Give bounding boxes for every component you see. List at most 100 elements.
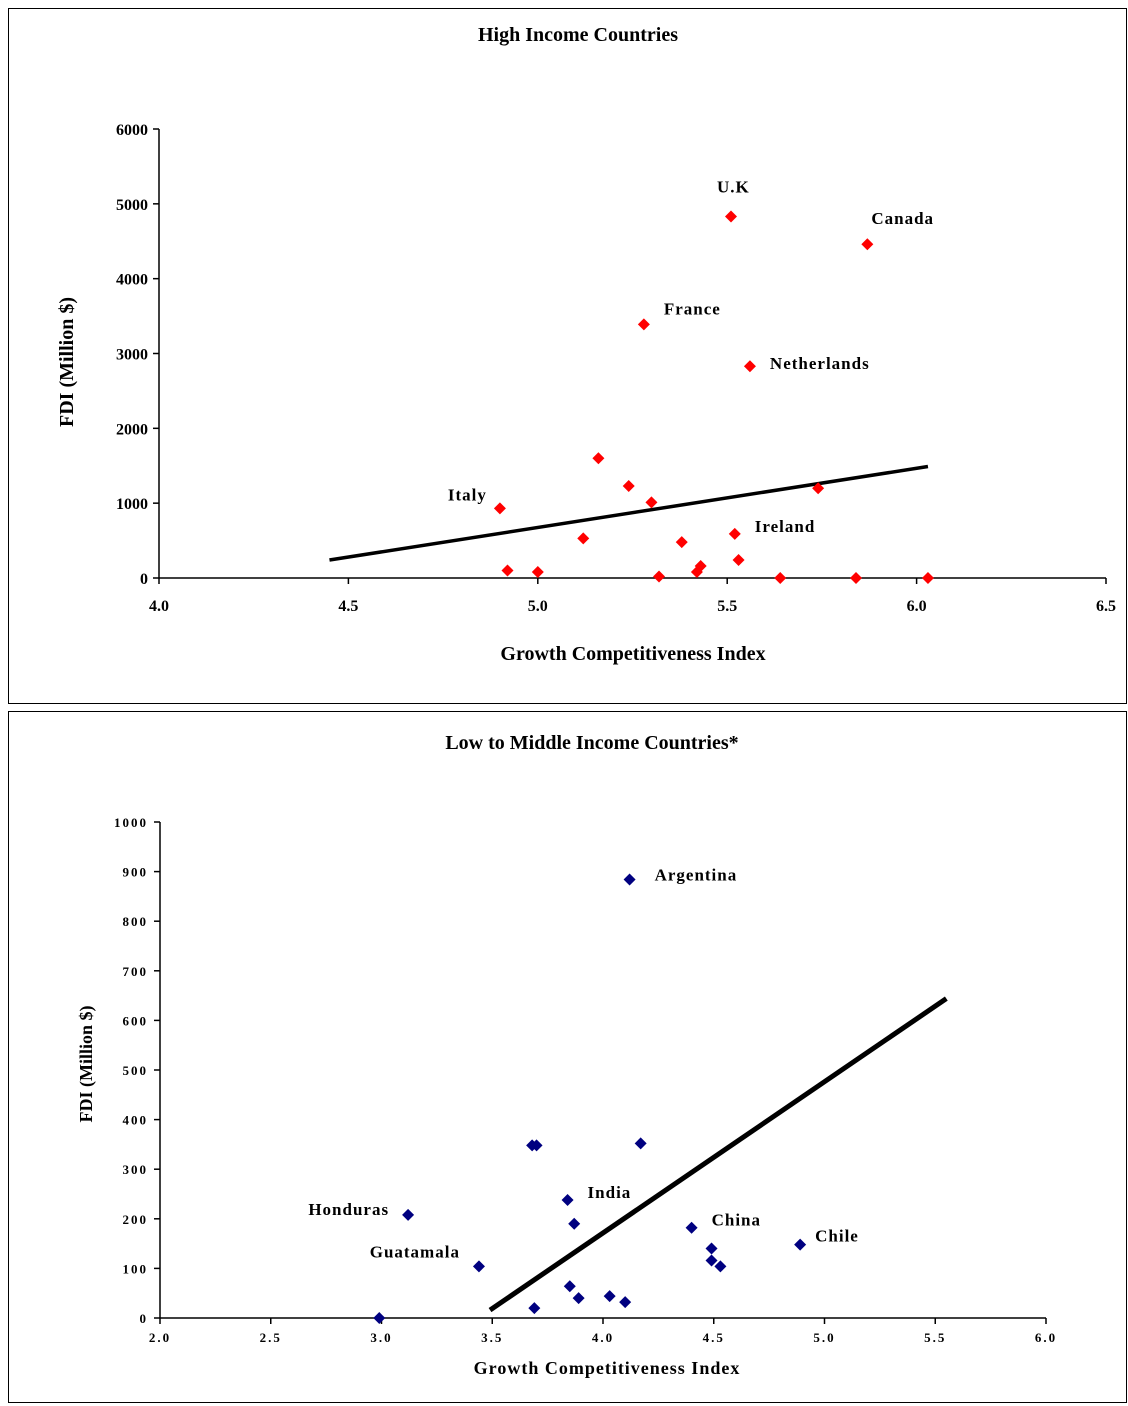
data-point — [623, 873, 636, 886]
y-tick-label: 400 — [123, 1113, 149, 1128]
data-point — [530, 1139, 543, 1152]
data-point — [493, 502, 506, 515]
x-tick-label: 5.0 — [528, 598, 548, 615]
y-tick-label: 1000 — [116, 496, 148, 513]
data-point — [472, 1260, 485, 1273]
data-point — [861, 238, 874, 251]
x-tick-label: 6.0 — [907, 598, 927, 615]
x-tick-label: 4.0 — [149, 598, 169, 615]
x-tick-label: 6.0 — [1035, 1330, 1057, 1345]
data-point — [528, 1302, 541, 1315]
point-label: Guatamala — [370, 1242, 460, 1261]
data-point — [705, 1254, 718, 1267]
data-point — [572, 1292, 585, 1305]
axes: 0 100 200 300 400 500 600 700 800 900 1000 2.0 2.5 3.… — [114, 815, 1057, 1345]
point-label: U.K — [717, 178, 750, 197]
x-tick-label: 5.5 — [924, 1330, 946, 1345]
high-income-chart-panel: High Income Countries Growth Competitive… — [8, 8, 1127, 704]
y-tick-label: 100 — [123, 1261, 149, 1276]
y-axis-title: FDI (Million $) — [56, 297, 78, 427]
x-axis-title: Growth Competitiveness Index — [500, 643, 765, 665]
x-tick-label: 2.5 — [260, 1330, 282, 1345]
data-point — [653, 570, 666, 583]
point-label: Netherlands — [770, 354, 870, 373]
data-point — [743, 360, 756, 373]
data-point — [812, 482, 825, 495]
y-tick-label: 4000 — [116, 272, 148, 289]
y-axis-title: FDI (Million $) — [76, 1006, 97, 1123]
point-label: Argentina — [655, 866, 738, 885]
data-point — [592, 452, 605, 465]
data-point — [634, 1137, 647, 1150]
data-point — [774, 572, 787, 584]
x-tick-label: 6.5 — [1096, 598, 1116, 615]
y-tick-label: 300 — [123, 1162, 149, 1177]
low-middle-income-chart-panel: Low to Middle Income Countries* Growth C… — [8, 711, 1127, 1403]
data-point — [603, 1290, 616, 1303]
trendline-group — [329, 464, 929, 562]
data-point — [637, 318, 650, 331]
x-tick-label: 5.0 — [813, 1330, 835, 1345]
x-tick-label: 3.0 — [370, 1330, 392, 1345]
trendline-group — [488, 996, 948, 1313]
chart-title: High Income Countries — [478, 24, 678, 46]
y-tick-label: 700 — [123, 964, 149, 979]
data-point — [622, 479, 635, 492]
y-tick-label: 500 — [123, 1063, 149, 1078]
y-tick-label: 6000 — [116, 122, 148, 139]
y-tick-label: 2000 — [116, 421, 148, 438]
data-point — [402, 1208, 415, 1221]
point-label: France — [664, 299, 721, 318]
y-tick-label: 0 — [140, 1311, 149, 1326]
data-point — [531, 566, 544, 579]
y-tick-label: 0 — [140, 571, 148, 588]
data-point — [714, 1260, 727, 1273]
x-axis-title: Growth Competitiveness Index — [474, 1358, 741, 1378]
data-point — [685, 1221, 698, 1234]
point-label: Honduras — [308, 1200, 389, 1219]
x-tick-label: 5.5 — [717, 598, 737, 615]
trendline — [488, 996, 948, 1313]
y-tick-label: 800 — [123, 914, 149, 929]
data-point — [577, 532, 590, 545]
point-label: Chile — [815, 1227, 859, 1246]
axes: 0 1000 2000 3000 4000 5000 6000 4.0 4.5 5.0 5.5 6.0… — [116, 122, 1116, 615]
y-tick-label: 900 — [123, 865, 149, 880]
low-middle-income-scatter-chart: Low to Middle Income Countries* Growth C… — [76, 732, 1057, 1378]
high-income-scatter-chart: High Income Countries Growth Competitive… — [56, 24, 1116, 665]
point-label: Ireland — [755, 517, 816, 536]
y-tick-label: 3000 — [116, 347, 148, 364]
data-point — [728, 527, 741, 540]
data-point — [619, 1296, 632, 1309]
data-point — [705, 1242, 718, 1255]
x-tick-label: 4.0 — [592, 1330, 614, 1345]
data-points: U.K Canada France Netherlands Italy Ireland — [448, 178, 934, 584]
data-point — [921, 572, 934, 584]
point-label: China — [712, 1211, 761, 1230]
data-point — [645, 496, 658, 509]
data-point — [561, 1193, 574, 1206]
data-point — [794, 1238, 807, 1251]
y-tick-label: 5000 — [116, 197, 148, 214]
data-point — [849, 572, 862, 584]
data-point — [568, 1217, 581, 1230]
point-label: Italy — [448, 485, 487, 504]
data-point — [724, 210, 737, 223]
x-tick-label: 4.5 — [703, 1330, 725, 1345]
trendline — [329, 464, 929, 562]
chart-title: Low to Middle Income Countries* — [445, 732, 738, 754]
x-tick-label: 3.5 — [481, 1330, 503, 1345]
y-tick-label: 200 — [123, 1212, 149, 1227]
data-point — [373, 1312, 386, 1324]
y-tick-label: 1000 — [114, 815, 148, 830]
data-point — [563, 1280, 576, 1293]
data-points: Argentina India Honduras China Chile Guatamal… — [308, 866, 859, 1324]
y-tick-label: 600 — [123, 1013, 149, 1028]
point-label: Canada — [871, 209, 934, 228]
point-label: India — [588, 1183, 632, 1202]
data-point — [675, 536, 688, 549]
data-point — [732, 554, 745, 567]
x-tick-label: 4.5 — [338, 598, 358, 615]
data-point — [694, 560, 707, 573]
x-tick-label: 2.0 — [149, 1330, 171, 1345]
